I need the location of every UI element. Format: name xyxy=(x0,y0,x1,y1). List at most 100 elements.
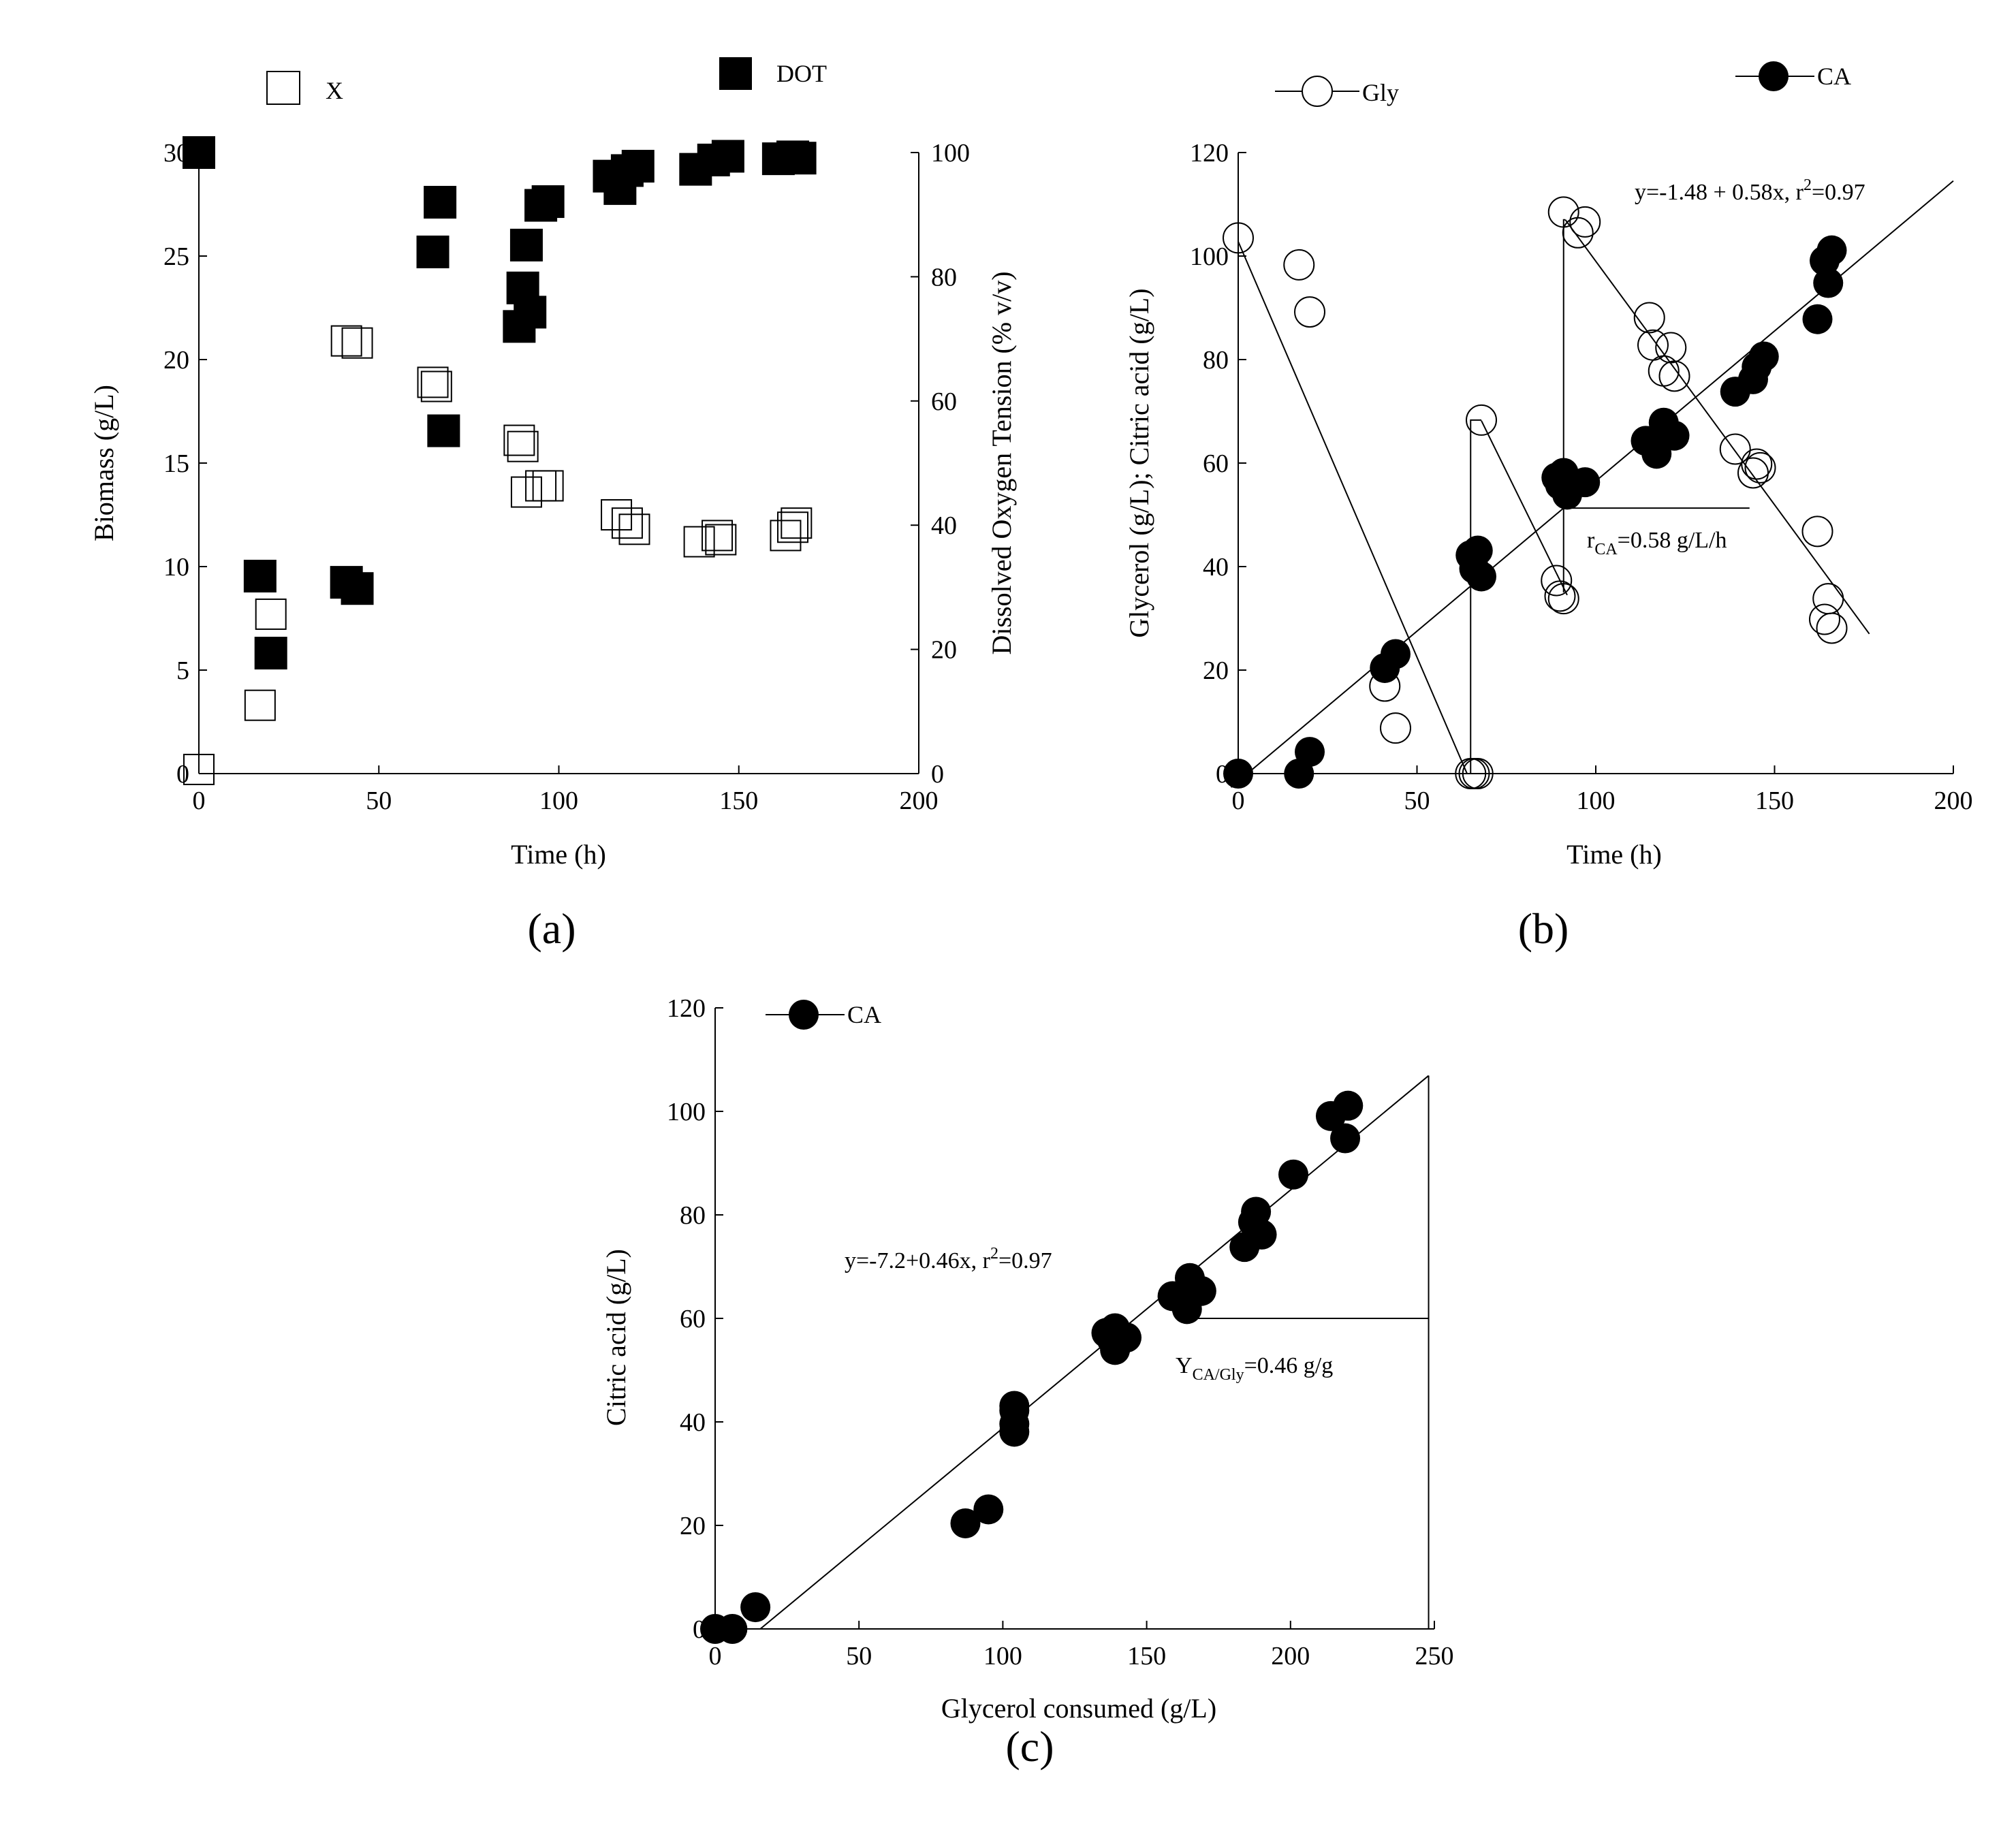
data-point-x xyxy=(244,689,276,721)
panel-a-x-tick-label: 50 xyxy=(366,787,392,815)
data-point-x xyxy=(611,507,643,539)
data-point-ca xyxy=(1748,341,1779,372)
data-point-gly xyxy=(1223,222,1254,254)
data-point-gly xyxy=(1719,433,1751,465)
data-point-ca xyxy=(1462,535,1493,566)
data-point-x xyxy=(705,524,737,556)
legend-gly-marker xyxy=(1302,76,1333,107)
data-point-ca xyxy=(950,1508,981,1538)
panel-a-letter: (a) xyxy=(527,904,576,953)
data-point-dot xyxy=(621,150,655,183)
data-point-ca xyxy=(1813,268,1844,298)
data-point-x xyxy=(781,507,813,539)
panel-b-y-tick-label: 20 xyxy=(1203,656,1229,685)
legend-c-ca-label: CA xyxy=(847,1001,881,1028)
data-point-gly xyxy=(1809,603,1840,635)
panel-a-y-tick-label: 15 xyxy=(163,449,189,478)
legend-x-marker xyxy=(266,71,300,105)
data-point-gly xyxy=(1544,580,1576,612)
data-point-dot xyxy=(783,142,817,175)
fit-line xyxy=(759,1075,1430,1630)
panel-a-y-tick-label: 25 xyxy=(163,242,189,271)
panel-a-x-label: Time (h) xyxy=(511,839,606,870)
panel-c-x-tick-label: 150 xyxy=(1127,1642,1166,1670)
data-point-dot xyxy=(183,136,215,169)
data-point-ca xyxy=(1816,235,1847,266)
panel-c-x-tick-label: 100 xyxy=(983,1642,1022,1670)
data-point-ca xyxy=(1246,1219,1277,1250)
panel-a-y-tick-label: 10 xyxy=(163,553,189,582)
data-point-ca xyxy=(1295,737,1325,767)
data-point-dot xyxy=(711,140,744,173)
panel-a-right-y-tick-label: 0 xyxy=(931,760,944,789)
legend-c-ca-marker xyxy=(789,1000,819,1030)
data-point-dot xyxy=(427,414,460,447)
panel-c-x-ticks: 0 50 100 150 200 250 xyxy=(709,1621,1454,1670)
legend-gly-label: Gly xyxy=(1362,79,1399,106)
data-point-ca xyxy=(1570,467,1601,498)
data-point-gly xyxy=(1562,217,1594,249)
panel-a-right-y-tick-label: 60 xyxy=(931,387,957,416)
data-point-ca xyxy=(1802,304,1833,334)
data-point-gly xyxy=(1547,583,1579,615)
panel-c-points xyxy=(700,1090,1364,1644)
panel-a-points xyxy=(183,136,817,785)
panel-b-points xyxy=(1223,196,1848,789)
panel-b-y-label: Glycerol (g/L); Citric acid (g/L) xyxy=(1124,288,1154,637)
panel-c-yield: YCA/Gly=0.46 g/g xyxy=(1176,1353,1333,1384)
data-point-ca xyxy=(1223,759,1253,789)
panel-b-rate: rCA=0.58 g/L/h xyxy=(1587,528,1727,558)
legend-ca-marker xyxy=(1759,61,1789,91)
panel-a-x-tick-label: 0 xyxy=(193,787,206,815)
panel-c-fit-lines xyxy=(759,1075,1430,1630)
panel-a-x-tick-label: 100 xyxy=(539,787,578,815)
data-point-gly xyxy=(1569,206,1601,238)
data-point-x xyxy=(702,520,734,552)
panel-c-y-tick-label: 100 xyxy=(667,1098,706,1126)
legend-dot-label: DOT xyxy=(776,60,827,87)
panel-b-x-tick-label: 100 xyxy=(1577,787,1616,815)
data-point-ca xyxy=(999,1391,1030,1421)
panel-a-right-y-tick-label: 20 xyxy=(931,636,957,665)
panel-a-y-tick-label: 20 xyxy=(163,346,189,375)
data-point-ca xyxy=(740,1592,771,1623)
data-point-dot xyxy=(243,559,277,592)
data-point-dot xyxy=(341,572,374,605)
panel-b-y-tick-label: 40 xyxy=(1203,553,1229,582)
panel-b-x-tick-label: 200 xyxy=(1934,787,1973,815)
panel-a-y-tick-label: 0 xyxy=(176,760,189,789)
panel-b-equation: y=-1.48 + 0.58x, r2=0.97 xyxy=(1635,176,1865,205)
panel-a-right-y-label: Dissolved Oxygen Tension (% v/v) xyxy=(986,271,1017,654)
panel-b-x-tick-label: 150 xyxy=(1755,787,1794,815)
data-point-ca xyxy=(973,1494,1004,1525)
data-point-ca xyxy=(1659,420,1690,451)
fit-line xyxy=(1564,219,1870,635)
data-point-dot xyxy=(424,185,457,219)
data-point-ca xyxy=(1241,1196,1272,1227)
data-point-gly xyxy=(1633,302,1665,334)
data-point-gly xyxy=(1466,404,1497,436)
legend-x-label: X xyxy=(326,77,343,104)
panel-b: 0 50 100 150 200 0 20 40 60 80 100 120 Time (h) Gl… xyxy=(1124,61,1973,870)
data-point-ca xyxy=(1466,561,1496,592)
panel-a-right-y-tick-label: 80 xyxy=(931,263,957,291)
panel-b-x-tick-label: 50 xyxy=(1404,787,1430,815)
data-point-x xyxy=(507,430,539,462)
data-point-gly xyxy=(1462,758,1494,789)
data-point-dot xyxy=(514,296,547,329)
panel-c: 0 50 100 150 200 250 0 20 40 60 80 100 120 Glycerol… xyxy=(601,994,1454,1724)
data-point-dot xyxy=(509,228,543,261)
data-point-ca xyxy=(1330,1123,1361,1154)
panel-a-y-label: Biomass (g/L) xyxy=(89,385,119,541)
panel-a-right-y-ticks: 0 20 40 60 80 100 xyxy=(911,139,970,789)
data-point-gly xyxy=(1744,451,1776,484)
panel-c-y-label: Citric acid (g/L) xyxy=(601,1249,631,1426)
panel-b-y-tick-label: 120 xyxy=(1190,139,1229,168)
panel-c-equation: y=-7.2+0.46x, r2=0.97 xyxy=(845,1245,1052,1273)
panel-c-x-tick-label: 250 xyxy=(1415,1642,1454,1670)
data-point-x xyxy=(341,327,373,359)
refill-line xyxy=(1562,219,1566,592)
